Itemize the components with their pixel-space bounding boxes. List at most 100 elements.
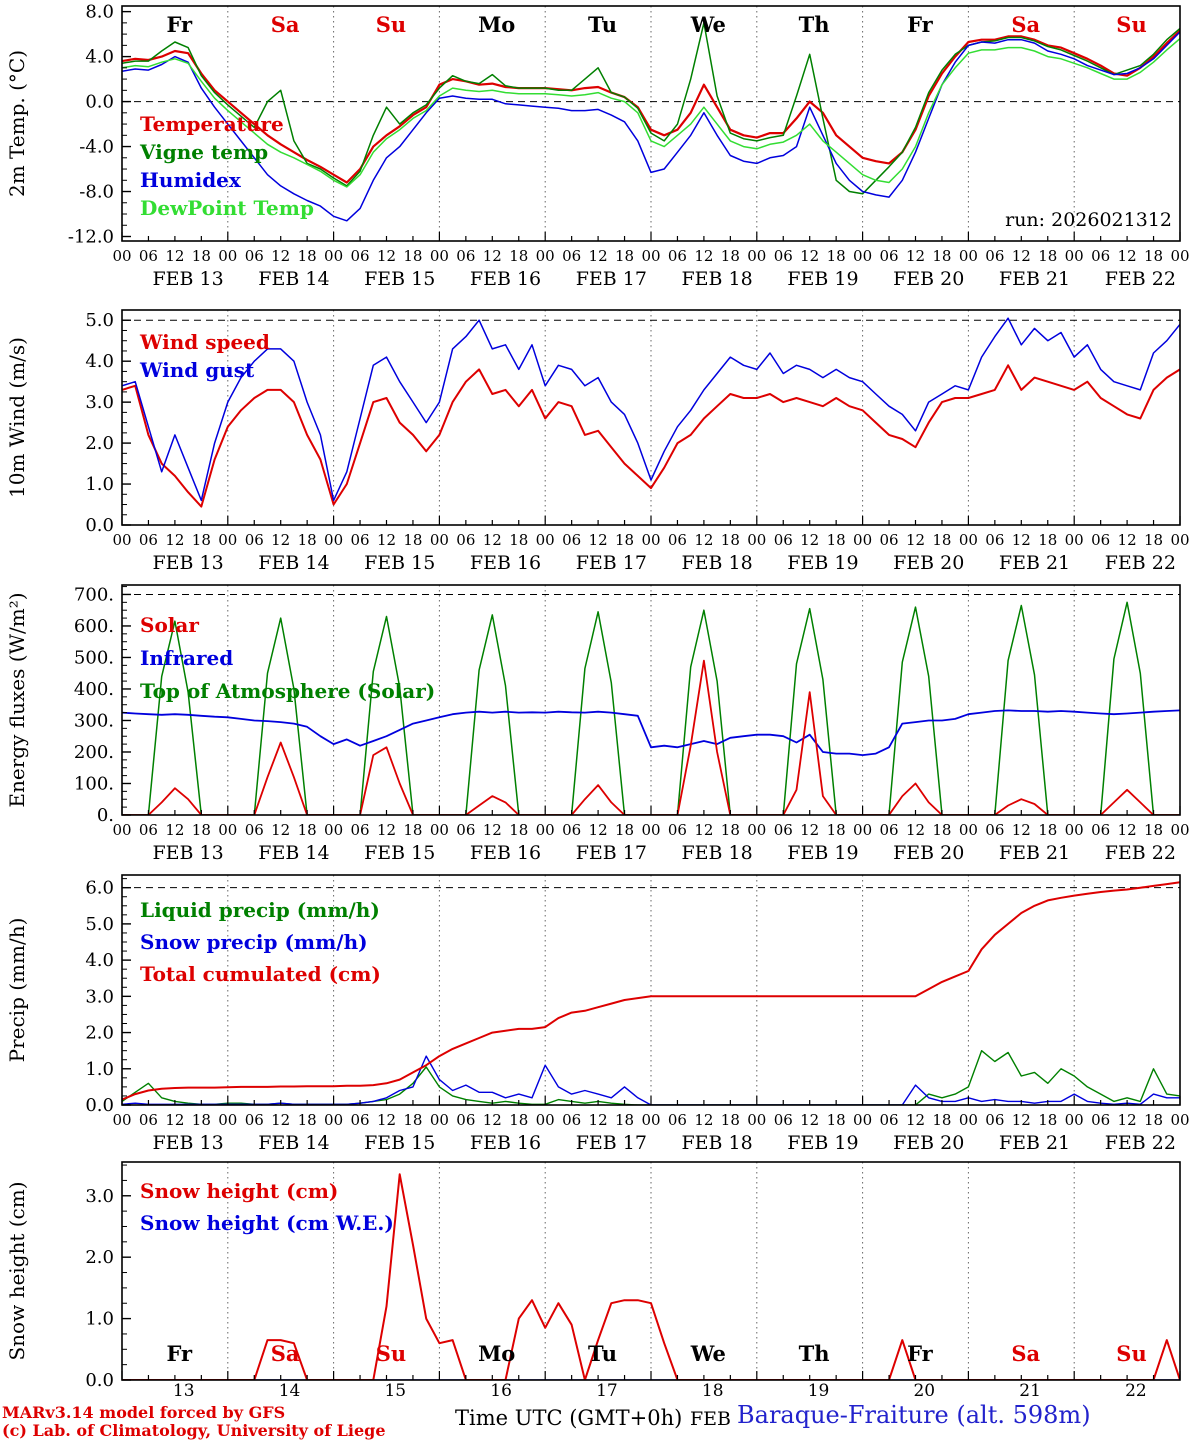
svg-text:4.0: 4.0 bbox=[85, 47, 114, 68]
svg-text:FEB 18: FEB 18 bbox=[682, 268, 753, 290]
svg-text:Sa: Sa bbox=[271, 12, 300, 37]
svg-text:06: 06 bbox=[880, 821, 899, 839]
svg-text:12: 12 bbox=[1118, 1111, 1137, 1129]
svg-text:00: 00 bbox=[112, 1111, 131, 1129]
svg-text:Top of Atmosphere (Solar): Top of Atmosphere (Solar) bbox=[140, 679, 435, 703]
svg-text:00: 00 bbox=[112, 247, 131, 265]
svg-text:00: 00 bbox=[1065, 1111, 1084, 1129]
svg-text:FEB 16: FEB 16 bbox=[470, 842, 541, 864]
svg-text:06: 06 bbox=[774, 821, 793, 839]
svg-text:Snow height (cm): Snow height (cm) bbox=[140, 1179, 338, 1203]
svg-text:18: 18 bbox=[509, 1111, 528, 1129]
svg-text:06: 06 bbox=[1091, 247, 1110, 265]
svg-text:FEB 19: FEB 19 bbox=[787, 552, 858, 574]
svg-text:00: 00 bbox=[536, 1111, 555, 1129]
svg-text:00: 00 bbox=[853, 821, 872, 839]
svg-text:FEB 16: FEB 16 bbox=[470, 268, 541, 290]
svg-text:-12.0: -12.0 bbox=[68, 227, 114, 248]
svg-text:12: 12 bbox=[377, 821, 396, 839]
svg-text:06: 06 bbox=[774, 531, 793, 549]
svg-text:Solar: Solar bbox=[140, 613, 199, 637]
svg-text:18: 18 bbox=[298, 247, 317, 265]
svg-text:FEB 17: FEB 17 bbox=[576, 552, 647, 574]
svg-text:00: 00 bbox=[536, 247, 555, 265]
svg-text:2.0: 2.0 bbox=[85, 1023, 114, 1044]
svg-text:12: 12 bbox=[1012, 821, 1031, 839]
svg-text:FEB 13: FEB 13 bbox=[153, 1132, 224, 1154]
svg-text:00: 00 bbox=[324, 1111, 343, 1129]
svg-text:FEB 21: FEB 21 bbox=[999, 1132, 1070, 1154]
svg-text:06: 06 bbox=[456, 531, 475, 549]
svg-text:16: 16 bbox=[490, 1381, 512, 1401]
svg-text:12: 12 bbox=[694, 821, 713, 839]
svg-text:06: 06 bbox=[245, 821, 264, 839]
temperature-chart: 8.04.00.0-4.0-8.0-12.000 06 12 18 00 06 12 18 00… bbox=[5, 2, 1190, 290]
svg-text:00: 00 bbox=[641, 247, 660, 265]
svg-text:18: 18 bbox=[509, 821, 528, 839]
svg-text:06: 06 bbox=[351, 247, 370, 265]
svg-text:18: 18 bbox=[1144, 1111, 1163, 1129]
svg-text:FEB 17: FEB 17 bbox=[576, 268, 647, 290]
svg-text:Th: Th bbox=[799, 1341, 830, 1366]
svg-text:12: 12 bbox=[800, 247, 819, 265]
svg-text:06: 06 bbox=[139, 531, 158, 549]
svg-text:00: 00 bbox=[747, 1111, 766, 1129]
svg-text:12: 12 bbox=[906, 821, 925, 839]
svg-text:12: 12 bbox=[589, 531, 608, 549]
svg-text:2.0: 2.0 bbox=[85, 1247, 114, 1268]
svg-text:12: 12 bbox=[906, 1111, 925, 1129]
svg-text:06: 06 bbox=[1091, 821, 1110, 839]
svg-text:12: 12 bbox=[800, 1111, 819, 1129]
svg-text:12: 12 bbox=[165, 247, 184, 265]
svg-text:1.0: 1.0 bbox=[85, 474, 114, 495]
svg-text:12: 12 bbox=[1012, 1111, 1031, 1129]
svg-text:06: 06 bbox=[139, 247, 158, 265]
svg-text:18: 18 bbox=[298, 531, 317, 549]
svg-text:FEB 16: FEB 16 bbox=[470, 552, 541, 574]
svg-text:0.0: 0.0 bbox=[85, 1370, 114, 1391]
svg-text:3.0: 3.0 bbox=[85, 1186, 114, 1207]
svg-text:18: 18 bbox=[932, 531, 951, 549]
svg-text:12: 12 bbox=[694, 1111, 713, 1129]
svg-text:Su: Su bbox=[376, 1341, 406, 1366]
svg-text:Humidex: Humidex bbox=[140, 168, 242, 192]
svg-text:12: 12 bbox=[377, 1111, 396, 1129]
svg-text:-8.0: -8.0 bbox=[79, 182, 114, 203]
svg-text:00: 00 bbox=[747, 247, 766, 265]
svg-text:18: 18 bbox=[403, 531, 422, 549]
svg-text:FEB 14: FEB 14 bbox=[258, 842, 329, 864]
svg-text:12: 12 bbox=[800, 821, 819, 839]
svg-text:0.0: 0.0 bbox=[85, 1095, 114, 1116]
svg-text:06: 06 bbox=[985, 821, 1004, 839]
svg-text:18: 18 bbox=[827, 821, 846, 839]
svg-text:06: 06 bbox=[880, 1111, 899, 1129]
svg-text:4.0: 4.0 bbox=[85, 950, 114, 971]
svg-text:3.0: 3.0 bbox=[85, 392, 114, 413]
model-credit-line1: MARv3.14 model forced by GFS bbox=[2, 1403, 286, 1422]
svg-text:00: 00 bbox=[324, 531, 343, 549]
svg-text:18: 18 bbox=[615, 1111, 634, 1129]
svg-text:12: 12 bbox=[271, 821, 290, 839]
svg-text:06: 06 bbox=[562, 531, 581, 549]
svg-text:12: 12 bbox=[271, 247, 290, 265]
svg-text:06: 06 bbox=[562, 247, 581, 265]
svg-text:00: 00 bbox=[1065, 531, 1084, 549]
svg-text:17: 17 bbox=[596, 1381, 618, 1401]
svg-text:12: 12 bbox=[483, 1111, 502, 1129]
svg-text:18: 18 bbox=[702, 1381, 724, 1401]
svg-text:Infrared: Infrared bbox=[140, 646, 233, 670]
svg-text:400.: 400. bbox=[74, 679, 114, 700]
svg-text:12: 12 bbox=[1012, 531, 1031, 549]
svg-text:FEB 15: FEB 15 bbox=[364, 552, 435, 574]
svg-text:18: 18 bbox=[932, 1111, 951, 1129]
svg-text:Sa: Sa bbox=[271, 1341, 300, 1366]
svg-text:06: 06 bbox=[774, 1111, 793, 1129]
svg-text:12: 12 bbox=[589, 821, 608, 839]
svg-text:00: 00 bbox=[1170, 247, 1189, 265]
svg-text:FEB 20: FEB 20 bbox=[893, 842, 964, 864]
svg-text:FEB 18: FEB 18 bbox=[682, 552, 753, 574]
svg-text:0.0: 0.0 bbox=[85, 515, 114, 536]
svg-text:18: 18 bbox=[403, 247, 422, 265]
svg-text:12: 12 bbox=[271, 1111, 290, 1129]
